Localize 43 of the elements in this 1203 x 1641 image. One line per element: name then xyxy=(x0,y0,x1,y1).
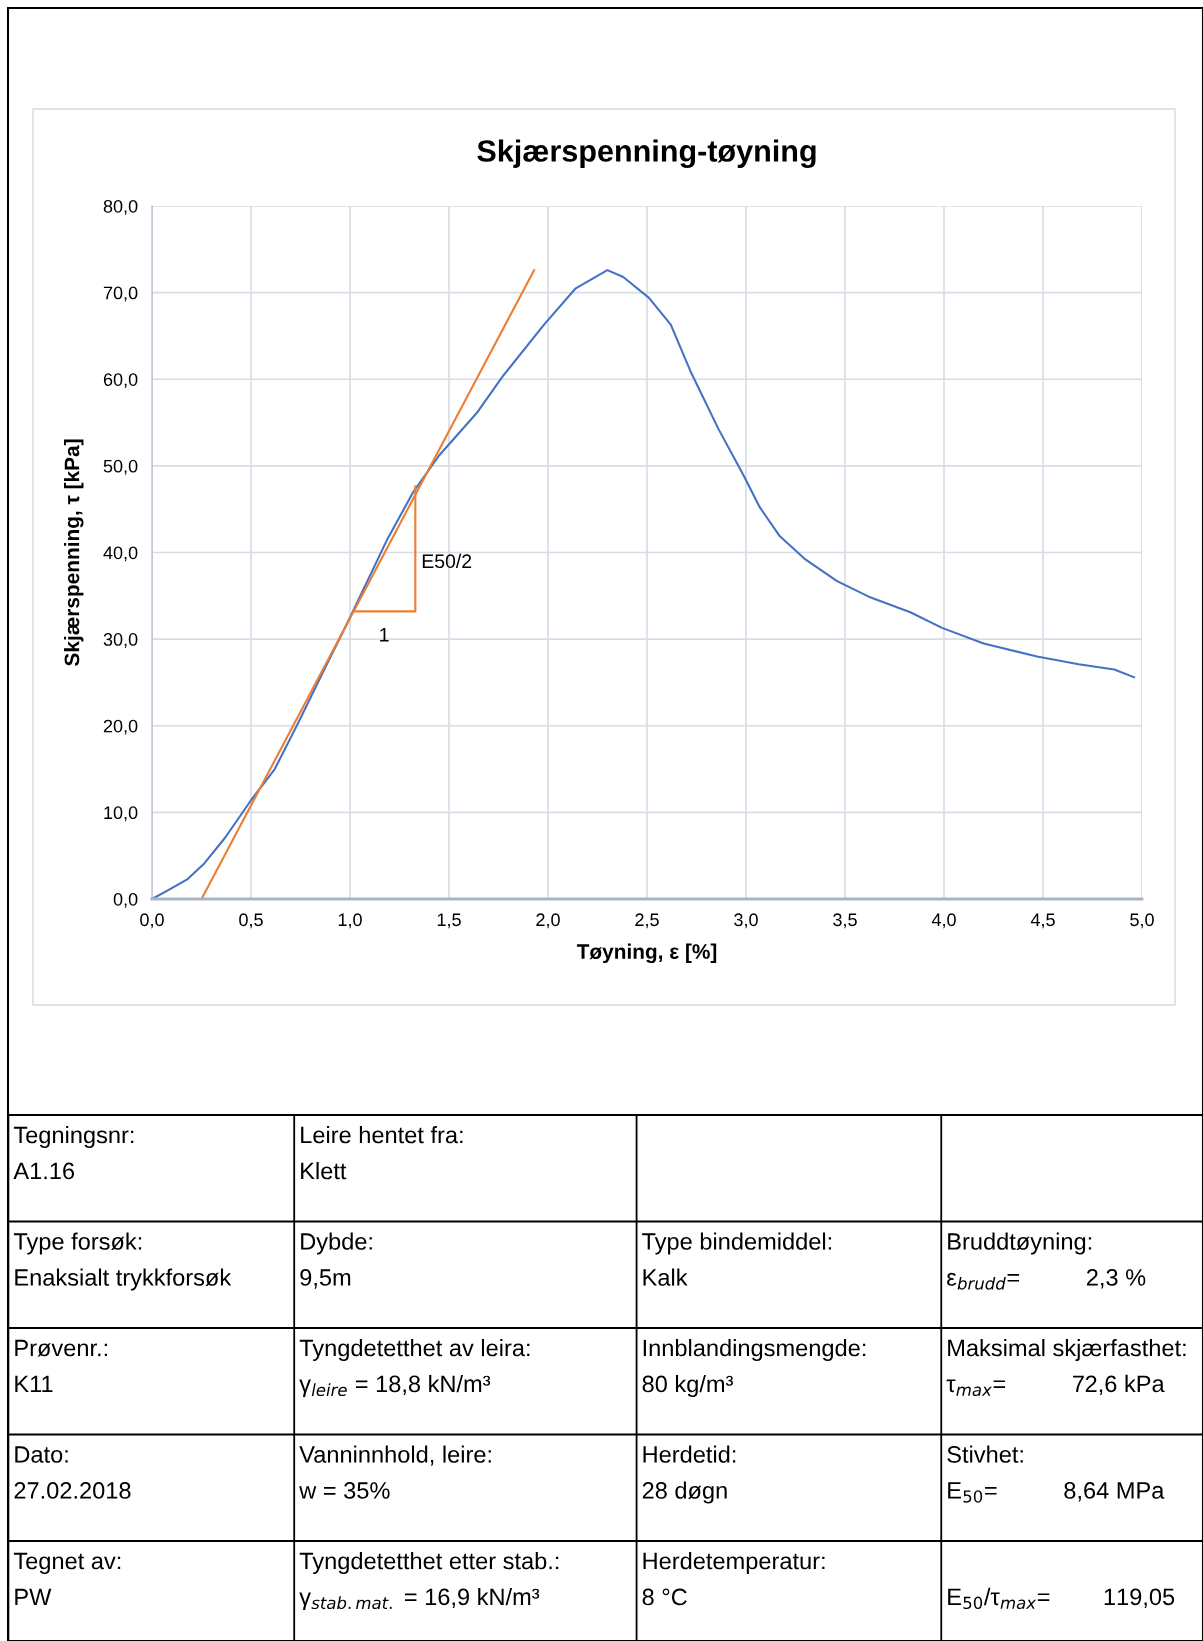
text: Maksimal skjærfasthet: τ$_{max}$= 72,6 kPa xyxy=(946,1338,1186,1397)
x-tick-label: 3,0 xyxy=(734,913,758,929)
x-tick-label: 2,0 xyxy=(536,913,560,929)
y-tick-label: 10,0 xyxy=(104,806,138,822)
x-tick-label: 2,5 xyxy=(635,913,659,929)
text: Herdetemperatur: 8 °C xyxy=(642,1551,825,1606)
text: Tegningsnr: A1.16 xyxy=(13,1125,134,1180)
text: Type forsøk: Enaksialt trykkforsøk xyxy=(13,1232,232,1291)
chart-title: Skjærspenning-tøyning xyxy=(477,139,816,169)
text: Stivhet: E$_{50}$= 8,64 MPa xyxy=(947,1445,1165,1503)
y-tick-label: 80,0 xyxy=(103,199,138,215)
text: Tyngdetetthet av leira: γ$_{leire}$ = 18,8 kN/m³ xyxy=(299,1338,530,1397)
y-tick-label: 0,0 xyxy=(113,892,138,908)
text: Prøvenr.: K11 xyxy=(15,1339,108,1393)
annotation: 1 xyxy=(380,628,389,642)
y-tick-label: 40,0 xyxy=(103,546,138,562)
text: E$_{50}$/τ$_{max}$= 119,05 xyxy=(948,1587,1175,1610)
x-tick-label: 1,0 xyxy=(338,913,362,929)
x-tick-label: 4,0 xyxy=(931,913,956,929)
text: Type bindemiddel: Kalk xyxy=(642,1232,832,1286)
text: Innblandingsmengde: 80 kg/m³ xyxy=(642,1338,866,1398)
text: Herdetid: 28 døgn xyxy=(642,1445,736,1504)
text: Tyngdetetthet etter stab.: γ$_{stab.mat.}$ = 16,9 kN/m³ xyxy=(299,1551,559,1610)
text: Vanninnhold, leire: w = 35% xyxy=(299,1445,491,1499)
y-tick-label: 50,0 xyxy=(103,459,138,475)
text: Dybde: 9,5m xyxy=(300,1232,372,1289)
x-tick-label: 1,5 xyxy=(437,913,461,929)
x-tick-label: 5,0 xyxy=(1130,913,1154,929)
x-tick-label: 0,0 xyxy=(140,913,164,929)
y-tick-label: 60,0 xyxy=(103,373,138,389)
x-tick-label: 4,5 xyxy=(1030,913,1055,929)
x-tick-label: 0,5 xyxy=(239,913,263,929)
y-tick-label: 70,0 xyxy=(103,286,138,302)
y-axis-title: Skjærspenning, τ [kPa] xyxy=(64,439,84,666)
annotation: E50/2 xyxy=(422,553,472,569)
text: Bruddtøyning: ε$_{brudd}$= 2,3 % xyxy=(947,1232,1146,1290)
y-tick-label: 30,0 xyxy=(103,633,138,648)
x-axis-title: Tøyning, ε [%] xyxy=(576,943,717,964)
text: Leire hentet fra: Klett xyxy=(301,1125,463,1180)
x-tick-label: 3,5 xyxy=(833,913,857,929)
text: Tegnet av: PW xyxy=(13,1552,121,1606)
y-tick-label: 20,0 xyxy=(103,719,138,735)
text: Dato: 27.02.2018 xyxy=(14,1446,131,1499)
